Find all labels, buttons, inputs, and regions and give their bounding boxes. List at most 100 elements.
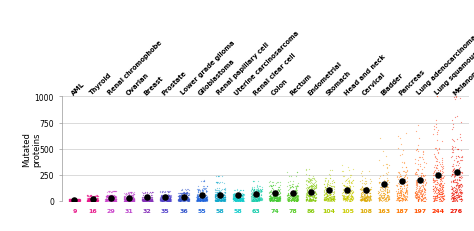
Point: [218, 198, 225, 202]
Point: [106, 199, 114, 203]
Point: [218, 191, 225, 195]
Point: [70, 199, 78, 203]
Point: [163, 199, 171, 203]
Point: [270, 197, 278, 201]
Point: [177, 198, 184, 202]
Point: [163, 197, 171, 201]
Point: [138, 190, 146, 194]
Point: [256, 198, 264, 202]
Point: [420, 166, 428, 170]
Point: [453, 173, 460, 177]
Point: [431, 124, 438, 128]
Point: [213, 198, 220, 202]
Point: [366, 187, 374, 191]
Point: [455, 196, 463, 199]
Point: [321, 185, 328, 189]
Point: [327, 196, 334, 200]
Point: [358, 199, 365, 203]
Point: [201, 197, 209, 200]
Point: [73, 198, 80, 202]
Point: [338, 164, 346, 167]
Point: [163, 194, 171, 197]
Point: [143, 198, 150, 202]
Point: [213, 180, 220, 184]
Point: [120, 196, 128, 199]
Point: [69, 199, 77, 203]
Point: [456, 179, 464, 182]
Point: [109, 199, 117, 202]
Point: [164, 194, 172, 198]
Point: [219, 198, 226, 202]
Point: [292, 193, 300, 197]
Point: [163, 197, 170, 201]
Point: [383, 191, 391, 195]
Point: [411, 162, 419, 165]
Point: [177, 193, 185, 196]
Point: [126, 198, 134, 201]
Point: [403, 188, 411, 192]
Point: [180, 198, 187, 201]
Point: [440, 194, 447, 198]
Point: [255, 197, 262, 201]
Point: [310, 188, 318, 191]
Point: [363, 186, 371, 189]
Point: [215, 195, 222, 199]
Point: [217, 191, 224, 195]
Point: [220, 197, 228, 201]
Point: [75, 199, 83, 203]
Point: [287, 190, 295, 194]
Point: [451, 199, 458, 202]
Point: [358, 197, 365, 201]
Point: [399, 180, 406, 183]
Point: [254, 189, 262, 193]
Point: [181, 197, 189, 201]
Point: [265, 192, 273, 195]
Point: [394, 191, 402, 195]
Point: [164, 198, 171, 201]
Point: [158, 196, 165, 199]
Point: [202, 190, 210, 193]
Point: [433, 191, 440, 195]
Point: [272, 199, 279, 203]
Point: [341, 197, 348, 201]
Point: [307, 198, 314, 201]
Point: [432, 186, 439, 190]
Point: [215, 190, 223, 194]
Point: [230, 197, 237, 201]
Point: [285, 192, 292, 195]
Point: [340, 196, 348, 200]
Point: [397, 197, 405, 200]
Point: [292, 199, 300, 203]
Point: [71, 199, 79, 202]
Point: [85, 197, 93, 200]
Point: [182, 191, 190, 194]
Point: [237, 199, 245, 203]
Point: [194, 196, 201, 199]
Point: [418, 189, 425, 193]
Point: [108, 195, 115, 199]
Point: [384, 193, 392, 197]
Point: [107, 198, 115, 202]
Point: [148, 198, 156, 202]
Point: [421, 188, 429, 191]
Point: [220, 198, 228, 202]
Point: [216, 198, 224, 202]
Point: [219, 195, 226, 199]
Point: [310, 194, 318, 198]
Point: [274, 195, 282, 199]
Text: 58: 58: [234, 208, 243, 213]
Point: [108, 199, 115, 202]
Point: [458, 176, 465, 179]
Point: [185, 193, 192, 197]
Point: [307, 194, 314, 198]
Point: [273, 195, 280, 199]
Point: [194, 184, 202, 188]
Point: [144, 198, 152, 201]
Point: [250, 195, 257, 199]
Point: [457, 139, 465, 142]
Point: [69, 198, 76, 202]
Point: [66, 197, 73, 201]
Point: [310, 192, 317, 196]
Point: [235, 197, 243, 201]
Point: [292, 195, 299, 199]
